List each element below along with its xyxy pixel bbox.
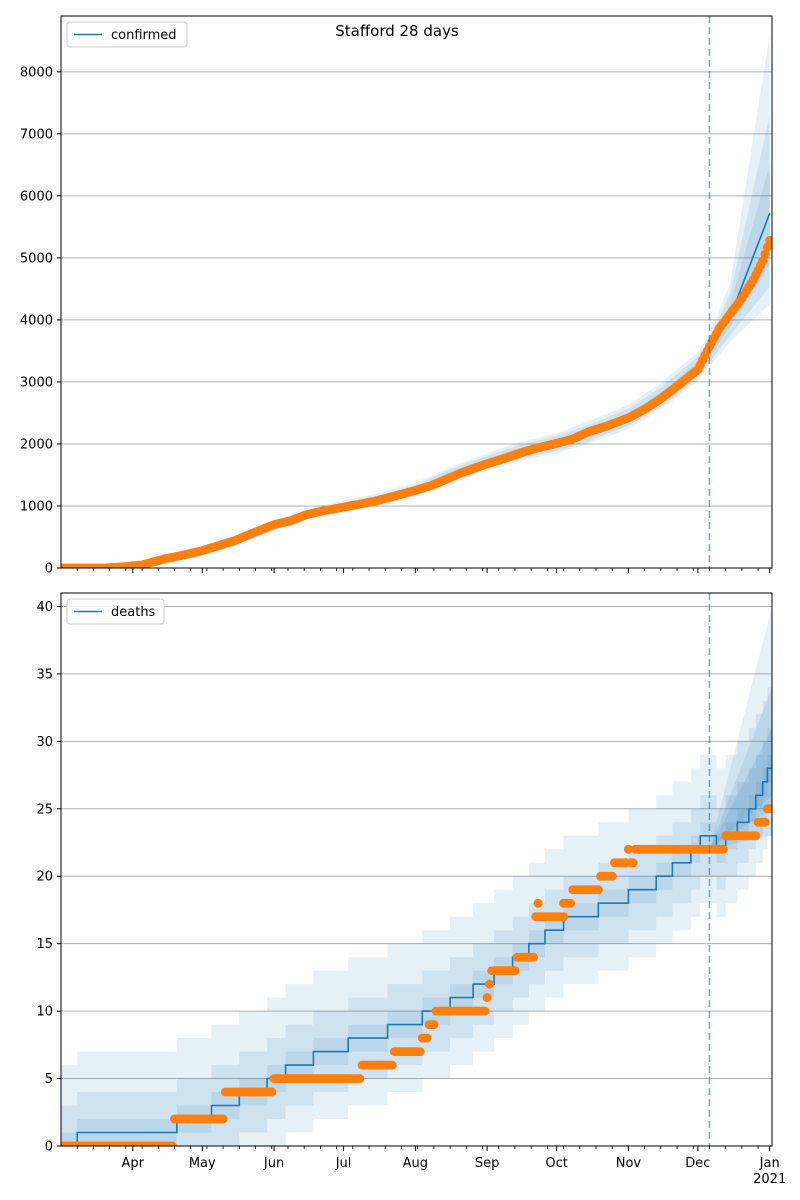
x-tick-label: Dec	[685, 1156, 710, 1171]
x-tick-label: Nov	[616, 1156, 642, 1171]
forecast-fan-3	[709, 606, 772, 850]
observed-point	[760, 817, 770, 827]
y-tick-label: 20	[36, 870, 53, 885]
y-tick-label: 5000	[20, 251, 53, 266]
legend-box	[66, 598, 165, 625]
chart-title: Stafford 28 days	[335, 22, 459, 40]
y-tick-label: 30	[36, 735, 53, 750]
observed-point	[760, 249, 770, 259]
observed-point	[533, 898, 543, 908]
observed-point	[415, 1047, 425, 1057]
observed-point	[765, 804, 772, 814]
y-tick-label: 25	[36, 802, 53, 817]
y-tick-label: 35	[36, 667, 53, 682]
observed-point	[482, 993, 492, 1003]
confirmed-panel: 0 1000 2000 3000 4000 5000 6000 7000 8000 confirm…	[20, 15, 773, 577]
observed-point	[751, 831, 761, 841]
y-tick-label: 10	[36, 1005, 53, 1020]
y-tick-label: 6000	[20, 189, 53, 204]
y-tick-label: 0	[45, 1140, 53, 1155]
y-tick-label: 5	[45, 1072, 53, 1087]
observed-point	[559, 912, 569, 922]
legend-label: confirmed	[111, 28, 177, 43]
observed-point	[758, 256, 768, 266]
observed-point	[355, 1074, 365, 1084]
x-tick-label: Oct	[545, 1156, 567, 1171]
x-tick-label: May	[189, 1156, 216, 1171]
observed-point	[480, 1006, 490, 1016]
axes-frame	[60, 592, 773, 1147]
axes-frame	[60, 15, 773, 569]
observed-point	[510, 966, 520, 976]
observed-point	[566, 898, 575, 908]
uncertainty-band-2	[61, 727, 772, 1146]
legend-box	[66, 21, 188, 48]
observed-point	[762, 242, 772, 252]
y-tick-label: 8000	[20, 65, 53, 80]
x-tick-label: Sep	[475, 1156, 500, 1171]
y-tick-label: 4000	[20, 313, 53, 328]
observed-point	[623, 844, 633, 854]
observed-point	[607, 871, 617, 881]
observed-point	[422, 1033, 432, 1043]
x-tick-label: Aug	[403, 1156, 428, 1171]
observed-point	[718, 844, 728, 854]
y-tick-label: 3000	[20, 375, 53, 390]
forecast-fan-1	[709, 727, 772, 850]
x-tick-label: Jun	[263, 1156, 284, 1171]
observed-point	[485, 979, 494, 989]
y-tick-label: 1000	[20, 499, 53, 514]
uncertainty-band-3	[61, 164, 770, 568]
y-tick-label: 40	[36, 600, 53, 615]
observed-point	[529, 952, 538, 962]
legend-label: deaths	[111, 605, 156, 620]
legend: confirmed	[66, 21, 188, 48]
x-tick-label: Jul	[335, 1156, 352, 1171]
x-tick-label: Apr	[122, 1156, 145, 1171]
plot-area	[61, 606, 772, 1146]
deaths-panel: 0 5 10 15 20 25 30 35 40 Apr May Jun Jul Aug Sep Oct Nov…	[36, 592, 786, 1187]
observed-point	[387, 1060, 397, 1070]
x-tick-label: Jan	[759, 1156, 780, 1171]
observed-point	[267, 1087, 277, 1097]
plot-area	[61, 34, 772, 568]
uncertainty-band-2	[61, 115, 770, 568]
observed-point	[765, 236, 772, 245]
observed-point	[218, 1114, 228, 1124]
y-tick-label: 7000	[20, 127, 53, 142]
y-tick-label: 15	[36, 937, 53, 952]
observed-point	[167, 1141, 177, 1146]
observed-point	[429, 1020, 439, 1030]
x-year-label: 2021	[753, 1172, 786, 1187]
observed-point	[593, 885, 603, 895]
y-tick-label: 0	[45, 562, 53, 577]
observed-point	[628, 858, 638, 868]
legend: deaths	[66, 598, 165, 625]
uncertainty-band-1	[61, 687, 772, 1146]
y-tick-label: 2000	[20, 437, 53, 452]
